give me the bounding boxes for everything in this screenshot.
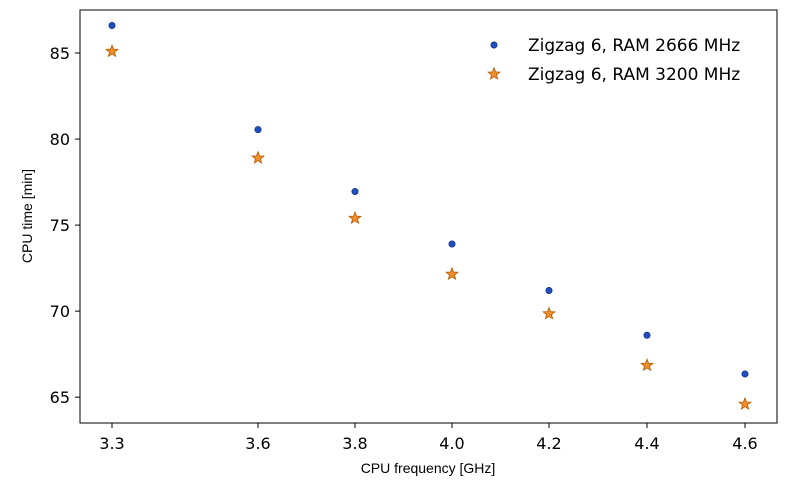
x-tick-label: 4.6 (732, 434, 757, 453)
data-point (445, 266, 459, 281)
y-tick-label: 75 (50, 216, 70, 235)
data-point (643, 331, 651, 339)
x-tick-label: 3.3 (99, 434, 124, 453)
y-tick-label: 80 (50, 130, 70, 149)
plot-area (79, 9, 778, 424)
y-tick-label: 65 (50, 388, 70, 407)
y-axis-label: CPU time [min] (19, 169, 35, 263)
legend-marker (490, 41, 498, 49)
data-point (105, 43, 119, 58)
series-1 (108, 21, 749, 378)
legend-label: Zigzag 6, RAM 3200 MHz (528, 65, 740, 85)
y-axis: 65 70 75 80 85 (50, 44, 80, 407)
data-point (351, 188, 359, 196)
legend-item: Zigzag 6, RAM 3200 MHz (487, 65, 740, 85)
legend-marker (487, 66, 501, 80)
data-point (448, 240, 456, 248)
data-point (348, 210, 362, 225)
data-point (545, 286, 553, 294)
legend-label: Zigzag 6, RAM 2666 MHz (528, 36, 740, 56)
data-point (738, 396, 752, 411)
data-point (108, 21, 116, 29)
series-2 (105, 43, 752, 411)
x-tick-label: 4.2 (536, 434, 561, 453)
legend-item: Zigzag 6, RAM 2666 MHz (490, 36, 740, 56)
legend: Zigzag 6, RAM 2666 MHz Zigzag 6, RAM 3200… (487, 36, 740, 85)
data-point (251, 150, 265, 164)
x-tick-label: 4.4 (634, 434, 659, 453)
x-tick-label: 3.8 (342, 434, 367, 453)
data-point (542, 306, 556, 320)
y-tick-label: 85 (50, 44, 70, 63)
data-point (254, 126, 262, 134)
x-tick-label: 4.0 (439, 434, 464, 453)
data-point (741, 370, 749, 378)
x-axis-label: CPU frequency [GHz] (361, 460, 496, 476)
x-axis: 3.3 3.6 3.8 4.0 4.2 4.4 4.6 (99, 423, 758, 453)
data-point (640, 358, 654, 372)
y-tick-label: 70 (50, 302, 70, 321)
plot-frame (79, 9, 778, 424)
x-tick-label: 3.6 (245, 434, 270, 453)
series-layer (105, 21, 752, 411)
